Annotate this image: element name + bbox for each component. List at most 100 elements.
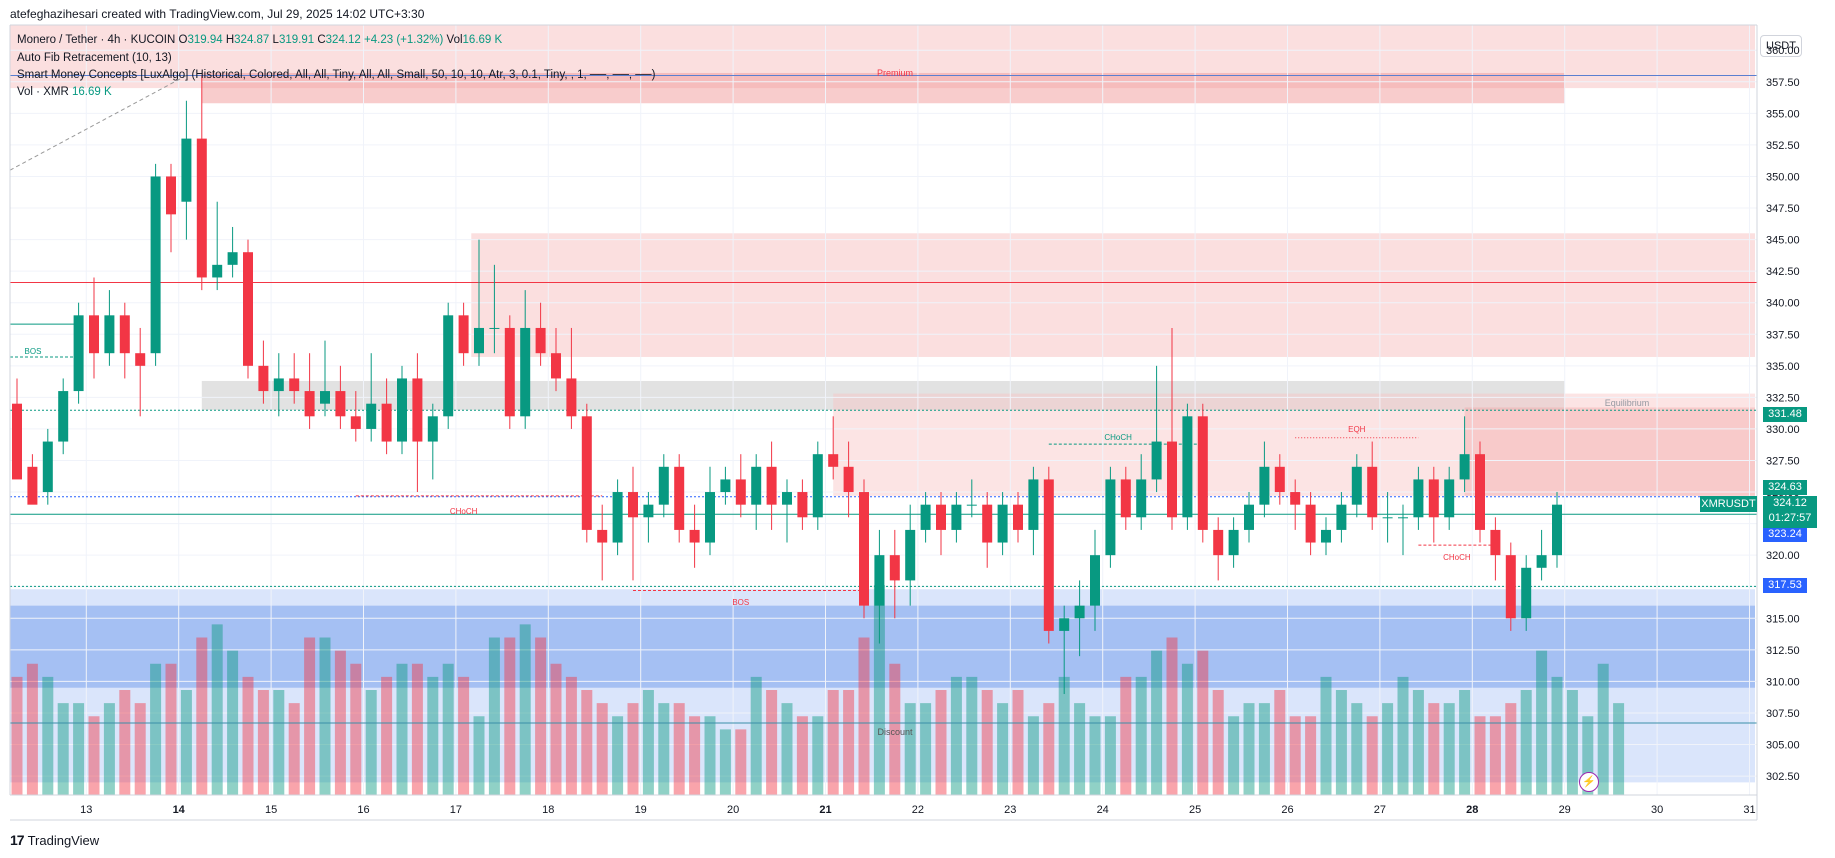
volume-bar <box>1166 637 1178 795</box>
legend-change: +4.23 (+1.32%) <box>364 34 444 46</box>
y-tick-label: 357.50 <box>1766 77 1800 89</box>
volume-bar <box>843 690 855 795</box>
volume-bar <box>1012 690 1024 795</box>
candle-body <box>982 504 993 543</box>
candle-body <box>551 353 561 379</box>
x-tick-label: 28 <box>1466 804 1478 816</box>
candle-body <box>1367 466 1378 518</box>
volume-bar <box>1289 716 1301 795</box>
volume-bar <box>550 663 562 795</box>
volume-bar <box>365 690 377 795</box>
candle-body <box>104 315 115 354</box>
candle-body <box>289 378 300 392</box>
tradingview-logo[interactable]: 17 TradingView <box>10 832 99 848</box>
candle-body <box>304 391 315 417</box>
candle-body <box>936 504 946 530</box>
volume-bar <box>165 663 177 795</box>
volume-bar <box>1305 716 1317 795</box>
volume-bar <box>997 703 1009 795</box>
legend-c-label: C <box>317 34 326 46</box>
volume-bar <box>642 690 654 795</box>
axes: 302.50305.00307.50310.00312.50315.00317.… <box>9 24 1800 821</box>
volume-bar <box>103 703 115 795</box>
currency-button[interactable]: USDT <box>1760 35 1802 57</box>
symbol-tag: XMRUSDT <box>1700 496 1757 512</box>
volume-bar <box>350 663 362 795</box>
volume-bar <box>1181 663 1193 795</box>
x-tick-label: 24 <box>1097 804 1109 816</box>
y-tick-label: 327.50 <box>1766 455 1800 467</box>
volume-bar <box>26 663 38 795</box>
legend-symbol[interactable]: Monero / Tether · 4h · KUCOIN <box>17 34 176 46</box>
candle-body <box>243 252 253 366</box>
candle-body <box>1074 605 1085 619</box>
logo-text: TradingView <box>27 832 100 848</box>
annotation-labels: BOS CHoCH BOS CHoCH EQH CHoCH Premium Equilibri… <box>25 68 1650 737</box>
legend-h-label: H <box>225 34 235 46</box>
candle-body <box>458 315 469 354</box>
candle-body <box>320 391 330 404</box>
choch-label-mid: CHoCH <box>1104 433 1132 442</box>
y-tick-label: 352.50 <box>1766 140 1800 152</box>
equilibrium-zone <box>201 380 1565 410</box>
volume-bar <box>858 637 870 795</box>
volume-bar <box>935 690 947 795</box>
candle-body <box>751 466 762 505</box>
candle-body <box>643 504 654 518</box>
x-tick-label: 17 <box>450 804 462 816</box>
legend-smc[interactable]: Smart Money Concepts [LuxAlgo] (Historic… <box>17 69 656 81</box>
volume-bar <box>658 703 670 795</box>
candle-body <box>1136 479 1147 518</box>
candle-body <box>1536 555 1547 568</box>
candle-body <box>366 403 377 429</box>
legend-vol: 16.69 K <box>462 34 503 46</box>
candle-body <box>889 555 900 581</box>
lightning-icon[interactable]: ⚡ <box>1579 772 1599 792</box>
volume-bar <box>904 703 916 795</box>
legend-vol-row[interactable]: Vol · XMR 16.69 K <box>17 86 112 98</box>
volume-bar <box>1366 716 1378 795</box>
volume-bar <box>1566 690 1578 795</box>
candle-body <box>1321 529 1331 543</box>
candle-body <box>705 492 715 543</box>
candle-body <box>27 466 38 505</box>
legend-fib[interactable]: Auto Fib Retracement (10, 13) <box>17 52 172 64</box>
candle-body <box>1090 555 1100 606</box>
y-tick-label: 312.50 <box>1766 645 1800 657</box>
candle-body <box>797 492 808 518</box>
candle-body <box>42 441 53 493</box>
candle-body <box>73 315 84 392</box>
candle-body <box>1475 454 1485 530</box>
bos-label-mid: BOS <box>732 598 749 607</box>
volume-bar <box>750 676 762 795</box>
candle-body <box>1305 504 1316 543</box>
y-tick-label: 350.00 <box>1766 171 1800 183</box>
volume-bar <box>673 703 685 795</box>
x-tick-label: 23 <box>1004 804 1016 816</box>
volume-bar <box>304 637 316 795</box>
volume-bar <box>1489 716 1501 795</box>
candle-body <box>489 327 500 329</box>
volume-bar <box>427 676 439 795</box>
legend-l-label: L <box>272 34 279 46</box>
price-tag-324-63: 324.63 <box>1763 480 1807 495</box>
volume-bar <box>596 703 608 795</box>
candle-body <box>12 403 22 480</box>
candle-body <box>1459 454 1470 480</box>
candle-body <box>227 252 238 265</box>
volume-bar <box>1258 703 1270 795</box>
volume-bar <box>288 703 300 795</box>
order-block-right <box>1464 407 1755 496</box>
volume-bar <box>781 703 793 795</box>
legend-close: 324.12 <box>325 34 361 46</box>
x-tick-label: 27 <box>1374 804 1386 816</box>
x-tick-label: 15 <box>265 804 277 816</box>
volume-bar <box>920 703 932 795</box>
volume-bar <box>1505 703 1517 795</box>
y-tick-label: 307.50 <box>1766 708 1800 720</box>
volume-bar <box>1228 716 1240 795</box>
premium-label: Premium <box>877 68 913 78</box>
candle-body <box>966 504 977 506</box>
volume-bar <box>257 690 269 795</box>
